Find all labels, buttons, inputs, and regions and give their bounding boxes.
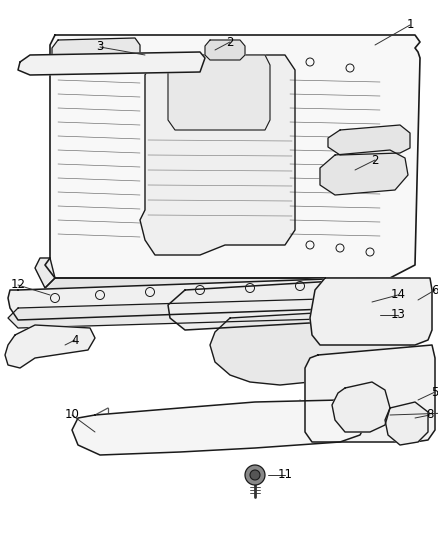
Polygon shape [8,298,375,328]
Text: 6: 6 [431,284,438,296]
Circle shape [360,293,370,303]
Text: 14: 14 [391,288,406,302]
Circle shape [245,465,265,485]
Text: 2: 2 [226,36,234,49]
Polygon shape [332,382,390,432]
Text: 13: 13 [391,309,406,321]
Circle shape [37,347,43,353]
Text: 5: 5 [431,385,438,399]
Polygon shape [310,278,432,345]
Polygon shape [8,278,368,320]
Polygon shape [45,278,390,290]
Polygon shape [328,125,410,155]
Text: 12: 12 [11,279,25,292]
Polygon shape [168,55,270,130]
Text: 8: 8 [426,408,434,422]
Polygon shape [385,402,428,445]
Polygon shape [320,150,408,195]
Circle shape [379,293,385,297]
Circle shape [363,295,367,301]
Polygon shape [35,258,55,288]
Text: 11: 11 [278,469,293,481]
Circle shape [250,470,260,480]
Circle shape [144,58,152,66]
Polygon shape [205,40,245,60]
Polygon shape [210,308,412,385]
Polygon shape [5,325,95,368]
Polygon shape [168,278,405,330]
Text: 10: 10 [64,408,79,422]
Circle shape [141,55,155,69]
Circle shape [377,290,387,300]
Polygon shape [52,38,140,65]
Polygon shape [45,35,420,278]
Text: 4: 4 [71,334,79,346]
Text: 1: 1 [406,19,414,31]
Polygon shape [140,55,295,255]
Polygon shape [18,52,205,75]
Text: 3: 3 [96,41,104,53]
Polygon shape [305,345,435,442]
Polygon shape [72,400,368,455]
Circle shape [34,344,46,356]
Text: 2: 2 [371,154,379,166]
